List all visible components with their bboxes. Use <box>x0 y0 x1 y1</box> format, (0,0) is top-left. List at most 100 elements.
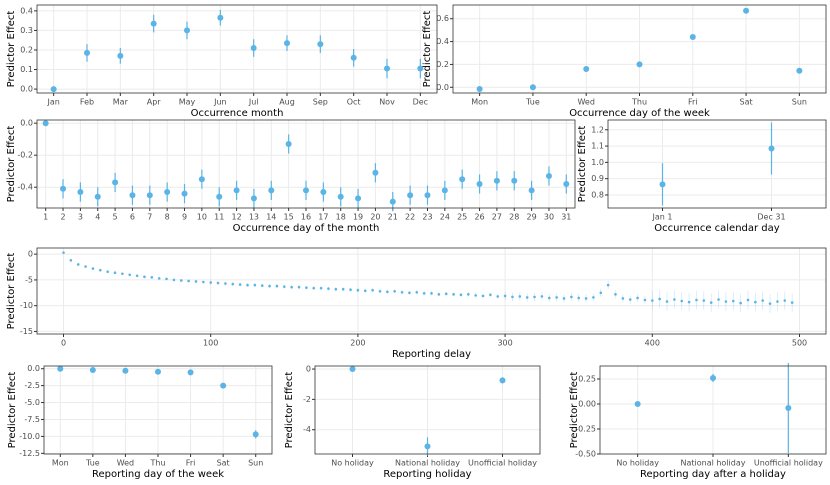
point <box>476 181 483 187</box>
point <box>614 293 617 296</box>
point <box>42 120 49 127</box>
point <box>187 369 194 376</box>
x-tick-label: Jun <box>213 98 227 107</box>
x-tick-label: Mon <box>471 98 488 107</box>
point <box>717 298 720 301</box>
point <box>327 287 330 290</box>
point <box>476 86 483 92</box>
y-tick-label: 0.0 <box>27 364 40 373</box>
y-tick-label: 0.00 <box>578 400 596 409</box>
x-tick-label: Aug <box>279 98 295 107</box>
point <box>143 275 146 279</box>
x-tick-label: 25 <box>457 213 467 222</box>
x-tick-label: Jan <box>46 98 59 107</box>
point <box>60 185 67 192</box>
point <box>179 279 183 282</box>
point <box>181 190 188 197</box>
panel-border <box>43 365 273 455</box>
x-tick-label: Sat <box>740 98 753 107</box>
point <box>768 145 775 152</box>
point <box>583 66 590 72</box>
point <box>172 278 176 282</box>
point <box>496 295 500 298</box>
point <box>634 401 641 407</box>
y-axis-label: Predictor Effect <box>569 372 580 449</box>
point <box>284 40 290 47</box>
x-tick-label: Nov <box>379 98 395 107</box>
point <box>636 296 639 300</box>
y-tick-label: 0.0 <box>20 85 33 94</box>
y-tick-label: 1.1 <box>591 142 604 151</box>
point <box>146 192 153 199</box>
x-tick-label: 29 <box>527 213 537 222</box>
x-tick-label: 3 <box>78 213 83 222</box>
point <box>69 259 73 262</box>
point <box>776 300 779 303</box>
x-tick-label: No holiday <box>331 459 374 468</box>
point <box>452 293 455 296</box>
point <box>437 293 441 296</box>
point <box>415 290 419 294</box>
x-tick-label: 15 <box>284 213 294 222</box>
point <box>424 443 431 450</box>
point <box>220 382 227 389</box>
x-tick-label: National holiday <box>680 459 745 468</box>
point <box>459 293 463 297</box>
y-tick-label: 0.2 <box>20 45 33 54</box>
panel <box>37 248 826 334</box>
x-tick-label: Thu <box>631 98 647 107</box>
x-tick-label: 28 <box>509 213 519 222</box>
x-tick-label: Sun <box>248 459 263 468</box>
x-axis-label: Reporting holiday <box>383 469 471 480</box>
point <box>658 297 661 301</box>
x-tick-label: May <box>179 98 196 107</box>
point <box>525 296 529 299</box>
point <box>305 286 308 289</box>
panel-border <box>607 119 827 209</box>
point <box>122 367 129 374</box>
point <box>384 65 390 72</box>
point <box>407 192 414 199</box>
x-tick-label: 20 <box>370 213 380 222</box>
point <box>643 298 647 302</box>
point <box>422 292 426 295</box>
point <box>216 281 220 285</box>
y-tick-label: -10 <box>20 301 33 310</box>
point <box>393 289 396 293</box>
point <box>106 270 109 273</box>
x-tick-label: 17 <box>318 213 328 222</box>
y-tick-label: -7.5 <box>24 415 40 424</box>
panel <box>608 120 826 208</box>
x-tick-label: 21 <box>388 213 398 222</box>
point <box>98 268 102 272</box>
point <box>129 192 136 199</box>
x-tick-label: Tue <box>525 98 540 107</box>
panel <box>37 5 437 93</box>
point <box>592 296 595 299</box>
x-tick-label: 5 <box>113 213 118 222</box>
point <box>112 179 119 186</box>
y-tick-label: -4 <box>303 425 311 434</box>
point <box>529 84 536 91</box>
point <box>555 296 558 299</box>
point <box>768 302 772 305</box>
y-tick-label: 0.9 <box>591 174 604 183</box>
x-tick-label: 7 <box>147 213 152 222</box>
y-axis-label: Predictor Effect <box>6 253 17 330</box>
point <box>150 276 154 279</box>
y-tick-label: 0.4 <box>436 37 449 46</box>
y-tick-label: 0.0 <box>20 119 33 128</box>
y-tick-label: -0.2 <box>17 151 33 160</box>
point <box>540 295 544 298</box>
x-tick-label: 0 <box>61 339 66 348</box>
point <box>268 284 271 288</box>
point <box>489 293 492 297</box>
x-tick-label: 400 <box>645 339 660 348</box>
x-tick-label: 8 <box>165 213 170 222</box>
point <box>743 7 750 14</box>
y-axis-label: Predictor Effect <box>422 11 433 88</box>
point <box>290 285 293 289</box>
y-tick-label: 0.6 <box>436 14 449 23</box>
point <box>334 287 338 291</box>
